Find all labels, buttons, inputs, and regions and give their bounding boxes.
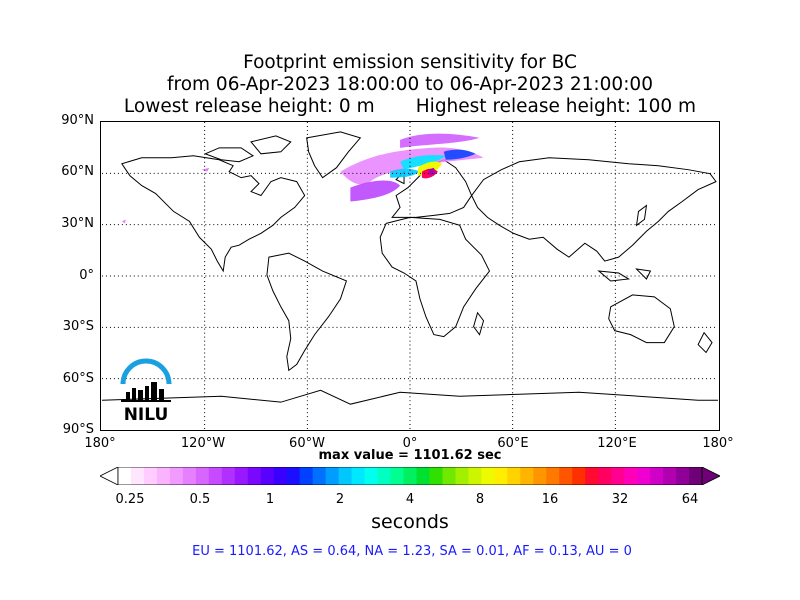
- nilu-logo: NILU: [120, 358, 172, 422]
- colorbar-segment: [338, 467, 353, 485]
- world-map: [100, 121, 720, 431]
- colorbar-segment: [624, 467, 638, 485]
- colorbar: [100, 467, 720, 485]
- colorbar-segment: [325, 467, 340, 485]
- colorbar-segment: [312, 467, 327, 485]
- graticule: [101, 122, 718, 430]
- colorbar-segment: [195, 467, 210, 485]
- colorbar-segment: [118, 467, 132, 485]
- colorbar-tick-2: 2: [335, 492, 345, 507]
- emission-plume: [121, 133, 484, 224]
- lat-label-90n: 90°N: [61, 113, 94, 128]
- lon-label-60e: 60°E: [497, 436, 529, 451]
- colorbar-segment: [169, 467, 184, 485]
- lon-label-120w: 120°W: [180, 436, 226, 451]
- colorbar-max-arrow: [701, 467, 720, 485]
- colorbar-segment: [494, 467, 508, 485]
- colorbar-segment: [416, 467, 430, 485]
- colorbar-segment: [546, 467, 560, 485]
- colorbar-segment: [286, 467, 301, 485]
- coastlines: [101, 131, 718, 405]
- colorbar-segment: [156, 467, 171, 485]
- colorbar-tick-64: 64: [681, 492, 699, 507]
- colorbar-tick-0.25: 0.25: [115, 492, 145, 507]
- lat-label-90s: 90°S: [62, 422, 94, 437]
- colorbar-segment: [481, 467, 495, 485]
- colorbar-segment: [637, 467, 651, 485]
- colorbar-tick-0.5: 0.5: [189, 492, 211, 507]
- colorbar-frame: [117, 467, 703, 485]
- colorbar-segment: [364, 467, 379, 485]
- colorbar-tick-8: 8: [475, 492, 485, 507]
- colorbar-segment: [507, 467, 521, 485]
- lat-label-60s: 60°S: [62, 371, 94, 386]
- lat-label-30s: 30°S: [62, 319, 94, 334]
- lon-label-180w: 180°: [84, 436, 116, 451]
- colorbar-segment: [585, 467, 599, 485]
- colorbar-segment: [468, 467, 482, 485]
- colorbar-segment: [182, 467, 197, 485]
- colorbar-tick-16: 16: [541, 492, 559, 507]
- colorbar-segment: [221, 467, 236, 485]
- map-title: Footprint emission sensitivity for BC: [243, 52, 577, 73]
- colorbar-segment: [598, 467, 612, 485]
- max-value-label: max value = 1101.62 sec: [318, 448, 502, 463]
- colorbar-segment: [390, 467, 405, 485]
- colorbar-tick-4: 4: [405, 492, 415, 507]
- colorbar-segment: [650, 467, 664, 485]
- map-subtitle-heights: Lowest release height: 0 m Highest relea…: [0, 96, 800, 118]
- lon-label-60w: 60°W: [289, 436, 325, 451]
- colorbar-segment: [572, 467, 586, 485]
- colorbar-segment: [273, 467, 288, 485]
- colorbar-segment: [351, 467, 366, 485]
- colorbar-segment: [455, 467, 469, 485]
- region-values: EU = 1101.62, AS = 0.64, NA = 1.23, SA =…: [192, 544, 632, 559]
- lat-label-0: 0°: [79, 268, 94, 283]
- lon-label-0: 0°: [402, 436, 418, 451]
- nilu-logo-text: NILU: [124, 405, 169, 422]
- colorbar-segment: [403, 467, 417, 485]
- colorbar-segment: [208, 467, 223, 485]
- lat-label-60n: 60°N: [61, 164, 94, 179]
- colorbar-segment: [559, 467, 573, 485]
- colorbar-segment: [676, 467, 690, 485]
- colorbar-segment: [260, 467, 275, 485]
- colorbar-tick-1: 1: [265, 492, 275, 507]
- map-subtitle-period: from 06-Apr-2023 18:00:00 to 06-Apr-2023…: [167, 74, 653, 95]
- colorbar-units: seconds: [371, 511, 449, 533]
- colorbar-min-arrow: [100, 467, 119, 485]
- colorbar-segment: [234, 467, 249, 485]
- lowest-release-height: Lowest release height: 0 m: [123, 96, 375, 117]
- colorbar-segment: [429, 467, 443, 485]
- lon-label-180e: 180°: [702, 436, 734, 451]
- lat-label-30n: 30°N: [61, 216, 94, 231]
- colorbar-segment: [130, 467, 145, 485]
- colorbar-segment: [377, 467, 392, 485]
- colorbar-tick-32: 32: [611, 492, 629, 507]
- colorbar-segment: [299, 467, 314, 485]
- colorbar-segment: [533, 467, 547, 485]
- colorbar-segment: [442, 467, 456, 485]
- colorbar-segment: [247, 467, 262, 485]
- colorbar-segment: [663, 467, 677, 485]
- colorbar-segment: [520, 467, 534, 485]
- lon-label-120e: 120°E: [597, 436, 637, 451]
- colorbar-segment: [143, 467, 158, 485]
- colorbar-segment: [689, 467, 703, 485]
- colorbar-segment: [611, 467, 625, 485]
- highest-release-height: Highest release height: 100 m: [415, 96, 697, 117]
